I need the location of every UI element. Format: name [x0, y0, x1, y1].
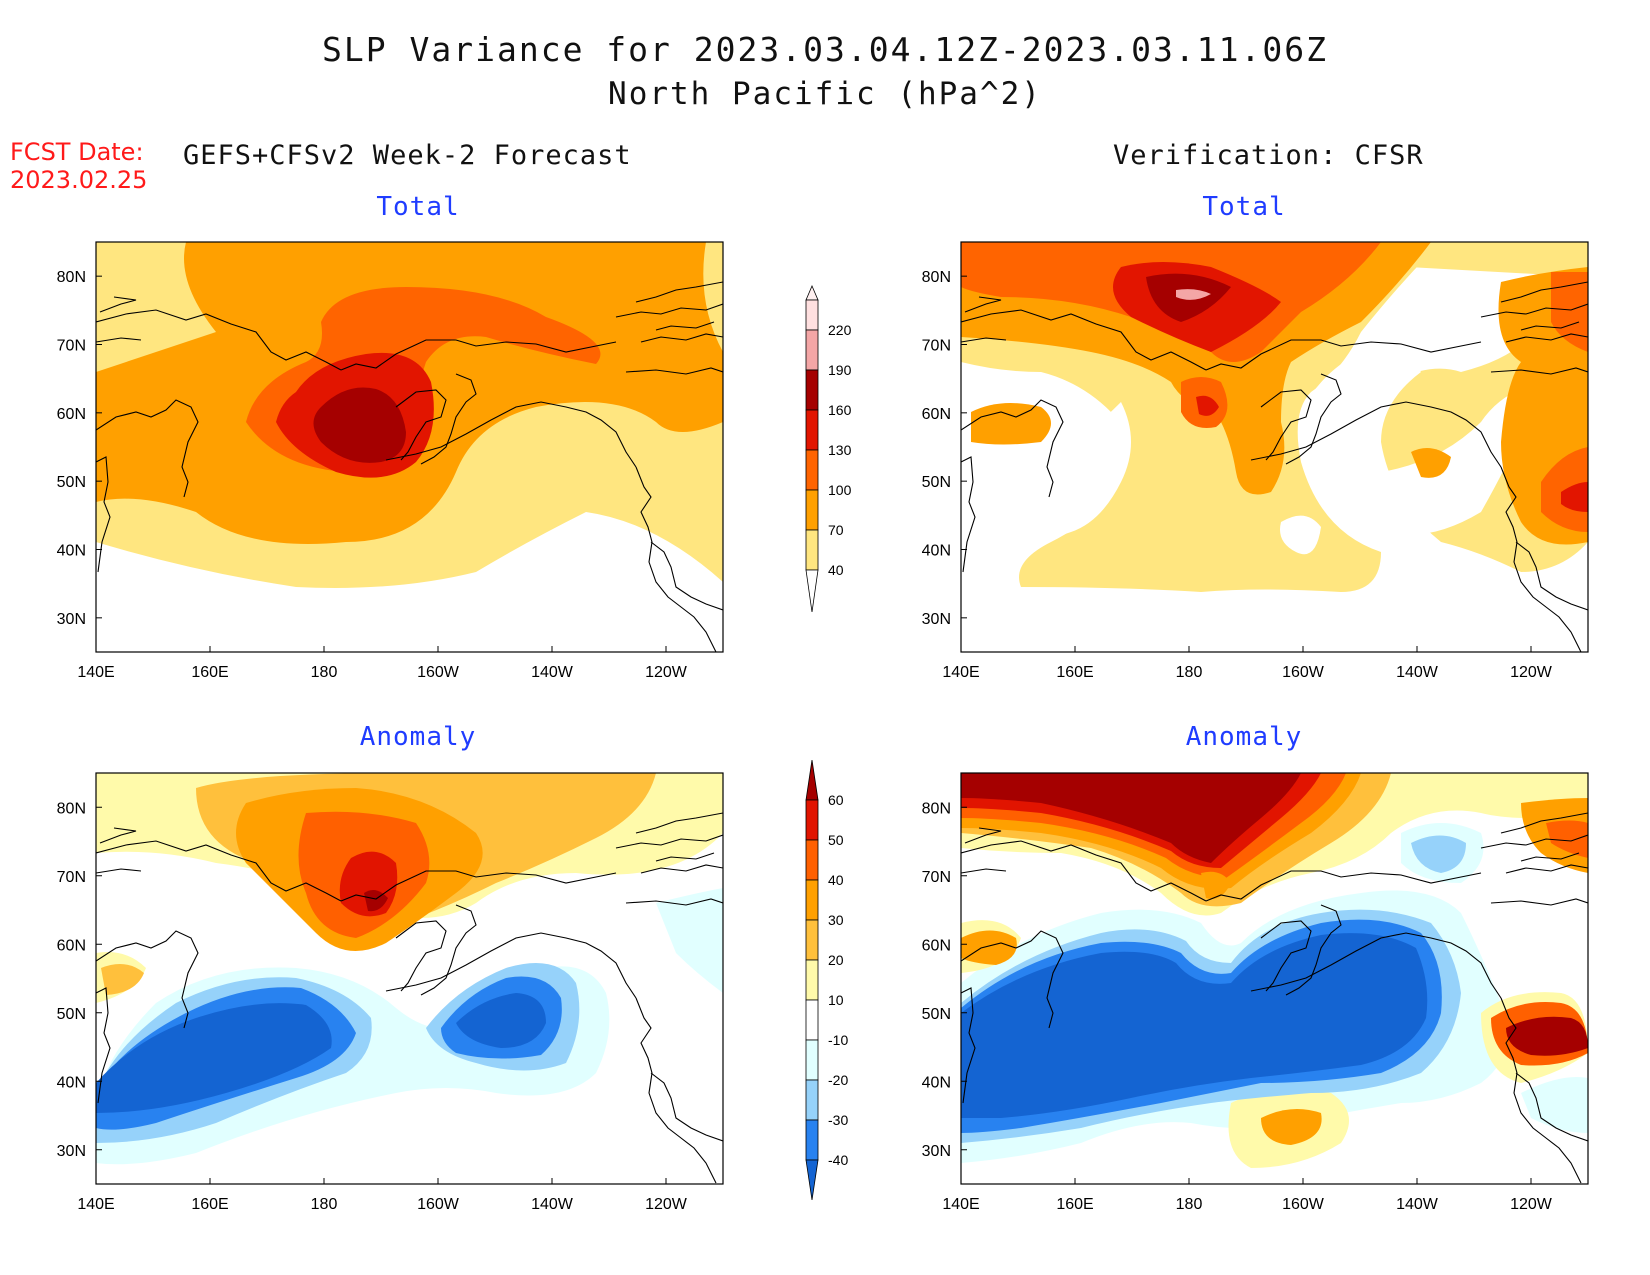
- colorbar-label: 160: [828, 402, 852, 418]
- colorbar-label: -40: [828, 1152, 848, 1168]
- x-tick-label-bottom-right: 160W: [1282, 1196, 1325, 1213]
- colorbar-label: 130: [828, 442, 852, 458]
- forecast-header: GEFS+CFSv2 Week-2 Forecast: [183, 140, 632, 171]
- y-tick-label-bottom-left: 50N: [57, 1006, 86, 1023]
- y-tick-label-top-left: 30N: [57, 611, 86, 628]
- frame-bottom-right: [960, 772, 1589, 1185]
- colorbar-total: 40 70 100 130 160 190 220: [805, 284, 852, 613]
- figure-subtitle: North Pacific (hPa^2): [608, 76, 1042, 112]
- colorbar-label: 70: [828, 522, 844, 538]
- y-tick-label-bottom-right: 40N: [922, 1074, 951, 1091]
- colorbar-label: -10: [828, 1032, 848, 1048]
- x-tick-label-top-right: 140W: [1396, 664, 1439, 681]
- y-tick-label-top-right: 60N: [922, 406, 951, 423]
- x-tick-label-bottom-left: 180: [311, 1196, 338, 1213]
- y-tick-label-top-left: 50N: [57, 474, 86, 491]
- y-tick-label-bottom-right: 80N: [922, 800, 951, 817]
- fcst-label: FCST Date: 2023.02.25: [10, 138, 147, 194]
- y-tick-label-top-right: 30N: [922, 611, 951, 628]
- fcst-date-label: FCST Date:: [10, 138, 144, 166]
- colorbar-label: 40: [828, 562, 844, 578]
- x-tick-label-bottom-right: 140W: [1396, 1196, 1439, 1213]
- figure-title: SLP Variance for 2023.03.04.12Z-2023.03.…: [322, 30, 1328, 69]
- map-verification-anomaly: [961, 773, 1588, 1184]
- y-tick-label-bottom-left: 80N: [57, 800, 86, 817]
- colorbar-label: 20: [828, 952, 844, 968]
- panel-title-top-left: Total: [376, 192, 460, 222]
- y-tick-label-bottom-left: 70N: [57, 869, 86, 886]
- verification-header: Verification: CFSR: [1113, 140, 1424, 171]
- x-tick-label-top-left: 180: [311, 664, 338, 681]
- x-tick-label-top-right: 140E: [942, 664, 979, 681]
- y-tick-label-top-left: 40N: [57, 543, 86, 560]
- panel-title-bottom-right: Anomaly: [1185, 722, 1303, 752]
- x-tick-label-top-left: 160E: [191, 664, 228, 681]
- colorbar-label: 50: [828, 832, 844, 848]
- x-tick-label-top-left: 140W: [531, 664, 574, 681]
- colorbar-label: -30: [828, 1112, 848, 1128]
- x-tick-label-bottom-left: 160E: [191, 1196, 228, 1213]
- x-tick-label-top-right: 160E: [1056, 664, 1093, 681]
- y-tick-label-bottom-right: 60N: [922, 937, 951, 954]
- y-tick-label-top-right: 40N: [922, 543, 951, 560]
- panel-title-top-right: Total: [1202, 192, 1286, 222]
- y-tick-label-top-right: 80N: [922, 269, 951, 286]
- y-tick-label-top-right: 50N: [922, 474, 951, 491]
- frame-bottom-left: [95, 772, 724, 1185]
- y-tick-label-top-left: 60N: [57, 406, 86, 423]
- map-verification-total: [961, 242, 1588, 652]
- frame-top-right: [960, 241, 1589, 653]
- x-tick-label-bottom-left: 140W: [531, 1196, 574, 1213]
- y-tick-label-bottom-left: 30N: [57, 1143, 86, 1160]
- x-tick-label-bottom-left: 140E: [77, 1196, 114, 1213]
- colorbar-label: -20: [828, 1072, 848, 1088]
- panel-title-bottom-left: Anomaly: [359, 722, 477, 752]
- frame-top-left: [95, 241, 724, 653]
- colorbar-label: 100: [828, 482, 852, 498]
- y-tick-label-bottom-right: 30N: [922, 1143, 951, 1160]
- colorbar-anomaly: -40 -30 -20 -10 10 20 30 40 50 60: [805, 759, 848, 1201]
- colorbar-label: 190: [828, 362, 852, 378]
- x-tick-label-bottom-left: 160W: [417, 1196, 460, 1213]
- x-tick-label-top-right: 160W: [1282, 664, 1325, 681]
- x-tick-label-top-right: 180: [1176, 664, 1203, 681]
- y-tick-label-top-left: 70N: [57, 338, 86, 355]
- x-tick-label-bottom-right: 160E: [1056, 1196, 1093, 1213]
- x-tick-label-top-right: 120W: [1510, 664, 1553, 681]
- colorbar-label: 10: [828, 992, 844, 1008]
- y-tick-label-bottom-left: 60N: [57, 937, 86, 954]
- x-tick-label-top-left: 120W: [645, 664, 688, 681]
- y-tick-label-bottom-right: 70N: [922, 869, 951, 886]
- colorbar-label: 220: [828, 322, 852, 338]
- y-tick-label-bottom-left: 40N: [57, 1074, 86, 1091]
- colorbar-label: 60: [828, 792, 844, 808]
- map-forecast-anomaly: [96, 773, 723, 1184]
- colorbar-label: 30: [828, 912, 844, 928]
- map-forecast-total: [96, 242, 723, 652]
- colorbar-label: 40: [828, 872, 844, 888]
- x-tick-label-bottom-left: 120W: [645, 1196, 688, 1213]
- fcst-date-value: 2023.02.25: [10, 166, 148, 194]
- y-tick-label-top-left: 80N: [57, 269, 86, 286]
- y-tick-label-bottom-right: 50N: [922, 1006, 951, 1023]
- x-tick-label-bottom-right: 140E: [942, 1196, 979, 1213]
- x-tick-label-top-left: 140E: [77, 664, 114, 681]
- x-tick-label-top-left: 160W: [417, 664, 460, 681]
- y-tick-label-top-right: 70N: [922, 338, 951, 355]
- x-tick-label-bottom-right: 120W: [1510, 1196, 1553, 1213]
- x-tick-label-bottom-right: 180: [1176, 1196, 1203, 1213]
